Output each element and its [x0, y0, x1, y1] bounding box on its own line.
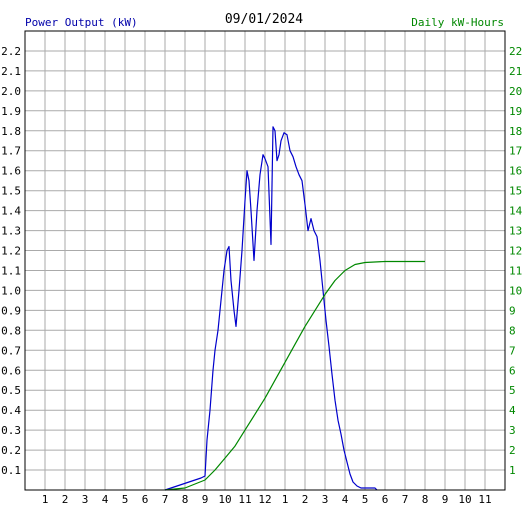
- right-tick-label: 4: [509, 404, 516, 417]
- x-tick-label: 7: [402, 493, 409, 506]
- x-tick-label: 6: [142, 493, 149, 506]
- x-tick-label: 10: [458, 493, 471, 506]
- left-tick-label: 1.7: [1, 145, 21, 158]
- x-tick-label: 3: [322, 493, 329, 506]
- left-tick-label: 0.8: [1, 324, 21, 337]
- x-tick-label: 1: [282, 493, 289, 506]
- right-tick-label: 9: [509, 304, 516, 317]
- right-tick-label: 5: [509, 384, 516, 397]
- right-tick-label: 21: [509, 65, 522, 78]
- plot-frame: [24, 30, 506, 491]
- plot-border: [24, 30, 506, 491]
- x-tick-label: 5: [122, 493, 129, 506]
- left-axis-ticks: 0.1 0.2 0.3 0.4 0.5 0.6 0.7 0.8 0.9 1.0 1.1 1.2 1.3 1…: [1, 45, 21, 477]
- x-tick-label: 11: [478, 493, 491, 506]
- right-tick-label: 2: [509, 444, 516, 457]
- left-tick-label: 1.6: [1, 165, 21, 178]
- left-tick-label: 1.5: [1, 185, 21, 198]
- right-tick-label: 19: [509, 105, 522, 118]
- x-tick-label: 6: [382, 493, 389, 506]
- x-tick-label: 2: [62, 493, 69, 506]
- right-tick-label: 10: [509, 284, 522, 297]
- left-axis-title: Power Output (kW): [25, 16, 138, 29]
- left-tick-label: 1.1: [1, 265, 21, 278]
- right-tick-label: 18: [509, 125, 522, 138]
- right-tick-label: 17: [509, 145, 522, 158]
- left-tick-label: 0.5: [1, 384, 21, 397]
- x-tick-label: 5: [362, 493, 369, 506]
- x-tick-label: 7: [162, 493, 169, 506]
- left-tick-label: 2.0: [1, 85, 21, 98]
- right-tick-label: 20: [509, 85, 522, 98]
- left-tick-label: 1.9: [1, 105, 21, 118]
- right-tick-label: 8: [509, 324, 516, 337]
- left-tick-label: 0.9: [1, 304, 21, 317]
- right-axis-title: Daily kW-Hours: [411, 16, 504, 29]
- left-tick-label: 0.2: [1, 444, 21, 457]
- x-tick-label: 9: [202, 493, 209, 506]
- right-tick-label: 13: [509, 225, 522, 238]
- left-tick-label: 0.3: [1, 424, 21, 437]
- series-layer: [164, 126, 425, 491]
- left-tick-label: 0.4: [1, 404, 21, 417]
- right-tick-label: 15: [509, 185, 522, 198]
- right-tick-label: 14: [509, 205, 523, 218]
- x-tick-label: 1: [42, 493, 49, 506]
- x-tick-label: 3: [82, 493, 89, 506]
- left-tick-label: 2.1: [1, 65, 21, 78]
- right-tick-label: 22: [509, 45, 522, 58]
- x-tick-label: 8: [182, 493, 189, 506]
- x-tick-label: 4: [102, 493, 109, 506]
- x-tick-label: 4: [342, 493, 349, 506]
- right-tick-label: 1: [509, 464, 516, 477]
- x-tick-label: 9: [442, 493, 449, 506]
- chart-title: 09/01/2024: [225, 12, 303, 27]
- x-tick-label: 2: [302, 493, 309, 506]
- left-tick-label: 0.6: [1, 364, 21, 377]
- right-tick-label: 12: [509, 245, 522, 258]
- left-tick-label: 0.1: [1, 464, 21, 477]
- x-tick-label: 12: [258, 493, 271, 506]
- x-tick-label: 8: [422, 493, 429, 506]
- energy-series-line: [164, 260, 425, 491]
- left-tick-label: 0.7: [1, 344, 21, 357]
- left-tick-label: 2.2: [1, 45, 21, 58]
- x-axis-ticks: 1 2 3 4 5 6 7 8 9 10 11 12 1 2 3 4 5 6 7 8 9 10 11: [42, 493, 492, 506]
- x-tick-label: 11: [238, 493, 251, 506]
- left-tick-label: 1.3: [1, 225, 21, 238]
- left-tick-label: 1.4: [1, 205, 21, 218]
- right-tick-label: 16: [509, 165, 522, 178]
- right-tick-label: 6: [509, 364, 516, 377]
- left-tick-label: 1.8: [1, 125, 21, 138]
- left-tick-label: 1.2: [1, 245, 21, 258]
- right-tick-label: 7: [509, 344, 516, 357]
- right-tick-label: 3: [509, 424, 516, 437]
- power-series-line: [164, 126, 378, 491]
- x-tick-label: 10: [218, 493, 231, 506]
- right-tick-label: 11: [509, 265, 522, 278]
- left-tick-label: 1.0: [1, 284, 21, 297]
- grid-lines: [25, 31, 505, 490]
